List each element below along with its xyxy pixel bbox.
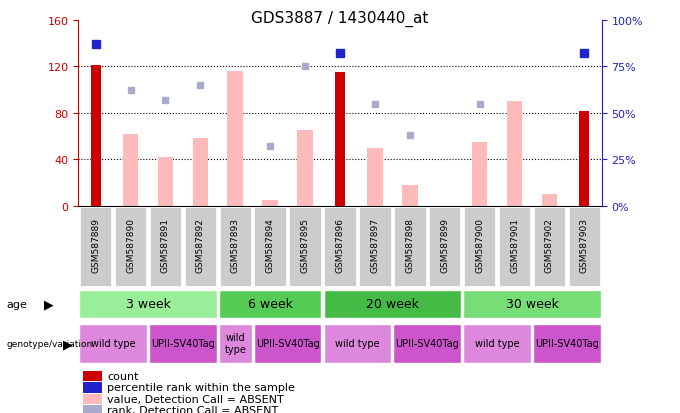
Bar bbox=[84, 405, 102, 413]
Bar bbox=[335, 73, 345, 206]
Bar bbox=[262, 201, 278, 206]
Bar bbox=[367, 148, 383, 206]
Bar bbox=[402, 185, 418, 206]
FancyBboxPatch shape bbox=[568, 207, 600, 286]
Text: 3 week: 3 week bbox=[126, 297, 171, 311]
Text: GSM587902: GSM587902 bbox=[545, 218, 554, 273]
FancyBboxPatch shape bbox=[463, 291, 600, 318]
FancyBboxPatch shape bbox=[219, 324, 252, 363]
Text: wild type: wild type bbox=[335, 338, 379, 348]
Text: GSM587892: GSM587892 bbox=[196, 218, 205, 273]
Text: GDS3887 / 1430440_at: GDS3887 / 1430440_at bbox=[252, 10, 428, 26]
FancyBboxPatch shape bbox=[80, 207, 112, 286]
Bar bbox=[297, 131, 313, 206]
Bar bbox=[84, 382, 102, 392]
Bar bbox=[158, 158, 173, 206]
Text: GSM587897: GSM587897 bbox=[371, 218, 379, 273]
Text: percentile rank within the sample: percentile rank within the sample bbox=[107, 382, 295, 392]
Text: GSM587889: GSM587889 bbox=[91, 218, 100, 273]
Text: GSM587898: GSM587898 bbox=[405, 218, 414, 273]
Text: count: count bbox=[107, 371, 139, 381]
FancyBboxPatch shape bbox=[219, 291, 322, 318]
Text: UPII-SV40Tag: UPII-SV40Tag bbox=[151, 338, 215, 348]
FancyBboxPatch shape bbox=[254, 207, 286, 286]
FancyBboxPatch shape bbox=[254, 324, 322, 363]
Text: wild type: wild type bbox=[91, 338, 135, 348]
Text: GSM587899: GSM587899 bbox=[440, 218, 449, 273]
FancyBboxPatch shape bbox=[185, 207, 216, 286]
Text: 30 week: 30 week bbox=[505, 297, 558, 311]
Text: GSM587900: GSM587900 bbox=[475, 218, 484, 273]
Text: genotype/variation: genotype/variation bbox=[7, 339, 93, 348]
FancyBboxPatch shape bbox=[394, 324, 461, 363]
Text: GSM587893: GSM587893 bbox=[231, 218, 240, 273]
Bar bbox=[84, 394, 102, 404]
FancyBboxPatch shape bbox=[394, 207, 426, 286]
FancyBboxPatch shape bbox=[359, 207, 390, 286]
Text: wild type: wild type bbox=[475, 338, 520, 348]
Text: UPII-SV40Tag: UPII-SV40Tag bbox=[395, 338, 459, 348]
Text: value, Detection Call = ABSENT: value, Detection Call = ABSENT bbox=[107, 394, 284, 404]
Bar bbox=[579, 111, 590, 206]
Bar bbox=[192, 139, 208, 206]
Text: rank, Detection Call = ABSENT: rank, Detection Call = ABSENT bbox=[107, 405, 278, 413]
Bar bbox=[541, 195, 558, 206]
Bar bbox=[472, 142, 488, 206]
FancyBboxPatch shape bbox=[290, 207, 321, 286]
Text: GSM587890: GSM587890 bbox=[126, 218, 135, 273]
Bar bbox=[227, 72, 243, 206]
Text: UPII-SV40Tag: UPII-SV40Tag bbox=[535, 338, 599, 348]
Bar bbox=[84, 371, 102, 381]
Text: ▶: ▶ bbox=[44, 298, 54, 311]
FancyBboxPatch shape bbox=[324, 207, 356, 286]
FancyBboxPatch shape bbox=[150, 207, 181, 286]
FancyBboxPatch shape bbox=[324, 291, 461, 318]
FancyBboxPatch shape bbox=[533, 324, 600, 363]
Text: 6 week: 6 week bbox=[248, 297, 292, 311]
Text: wild
type: wild type bbox=[224, 332, 246, 354]
FancyBboxPatch shape bbox=[80, 291, 217, 318]
Text: GSM587901: GSM587901 bbox=[510, 218, 519, 273]
Text: GSM587896: GSM587896 bbox=[335, 218, 345, 273]
FancyBboxPatch shape bbox=[149, 324, 217, 363]
Text: ▶: ▶ bbox=[63, 337, 72, 350]
Text: 20 week: 20 week bbox=[366, 297, 419, 311]
Bar bbox=[90, 66, 101, 206]
FancyBboxPatch shape bbox=[464, 207, 495, 286]
Text: UPII-SV40Tag: UPII-SV40Tag bbox=[256, 338, 320, 348]
Text: GSM587895: GSM587895 bbox=[301, 218, 309, 273]
Bar bbox=[122, 135, 139, 206]
FancyBboxPatch shape bbox=[80, 324, 147, 363]
FancyBboxPatch shape bbox=[463, 324, 531, 363]
FancyBboxPatch shape bbox=[429, 207, 460, 286]
FancyBboxPatch shape bbox=[220, 207, 251, 286]
Bar bbox=[507, 102, 522, 206]
Text: age: age bbox=[7, 299, 28, 310]
Text: GSM587894: GSM587894 bbox=[266, 218, 275, 273]
FancyBboxPatch shape bbox=[534, 207, 565, 286]
FancyBboxPatch shape bbox=[324, 324, 391, 363]
Text: GSM587891: GSM587891 bbox=[161, 218, 170, 273]
FancyBboxPatch shape bbox=[499, 207, 530, 286]
Text: GSM587903: GSM587903 bbox=[580, 218, 589, 273]
FancyBboxPatch shape bbox=[115, 207, 146, 286]
